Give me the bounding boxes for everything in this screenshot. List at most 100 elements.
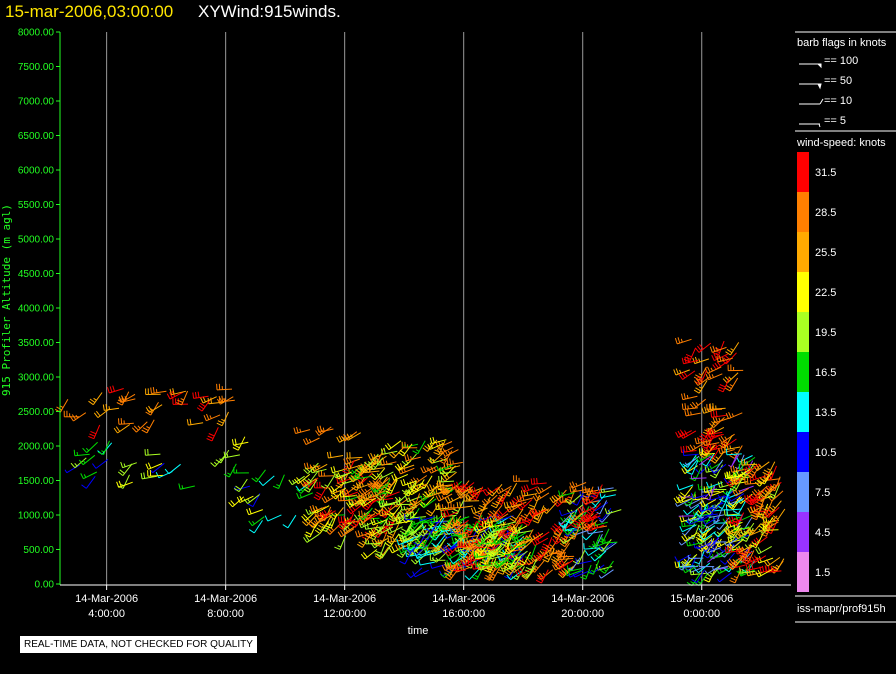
- barb-tick: [231, 439, 234, 446]
- barb-tick: [720, 480, 723, 487]
- barb-tick: [552, 556, 558, 561]
- barb-tick: [306, 462, 309, 469]
- barb-tick: [414, 559, 418, 563]
- barb-tick: [427, 509, 433, 515]
- wind-barb: [741, 458, 758, 466]
- wind-barb: [717, 572, 732, 583]
- barb-tick: [511, 576, 518, 581]
- wind-barb: [456, 489, 474, 499]
- barb-tick: [376, 519, 381, 525]
- barb-tick: [579, 507, 584, 513]
- barb-tick: [712, 430, 715, 437]
- barb-tick: [423, 545, 427, 549]
- barb-tick: [442, 470, 448, 475]
- wind-barb: [347, 464, 364, 475]
- barb-tick: [300, 481, 305, 487]
- barb-tick: [571, 485, 574, 492]
- barb-tick: [412, 571, 416, 578]
- barb-tick: [716, 361, 722, 367]
- wind-barb: [674, 337, 692, 345]
- barb-tick: [454, 527, 459, 533]
- barb-tick: [90, 430, 97, 435]
- barb-tick: [751, 470, 756, 474]
- barb-tick: [401, 532, 408, 537]
- barb-tick: [404, 454, 407, 462]
- barb-staff: [601, 539, 612, 552]
- barb-tick: [573, 520, 580, 524]
- barb-tick: [710, 430, 713, 437]
- barb-tick: [485, 574, 492, 579]
- wind-barb: [107, 385, 124, 394]
- barb-tick: [697, 345, 702, 352]
- barb-tick: [336, 436, 340, 443]
- barb-tick: [385, 519, 388, 526]
- barb-staff: [413, 483, 427, 492]
- barb-tick: [441, 564, 446, 571]
- wind-barb: [429, 436, 447, 444]
- barb-staff: [747, 566, 763, 571]
- speed-legend-label: 31.5: [815, 167, 836, 179]
- barb-tick: [166, 393, 171, 400]
- barb-tick: [674, 561, 677, 568]
- wind-barb: [569, 481, 587, 489]
- barb-tick: [725, 528, 729, 535]
- barb-tick: [719, 568, 722, 573]
- barb-tick: [679, 525, 683, 532]
- wind-barb: [535, 485, 552, 495]
- barb-tick: [210, 397, 212, 404]
- barb-staff: [420, 516, 435, 522]
- barb-tick: [561, 560, 566, 566]
- wind-barb: [516, 495, 534, 503]
- barb-staff: [685, 412, 701, 417]
- barb-staff: [122, 463, 133, 476]
- barb-tick: [466, 555, 470, 562]
- barb-tick: [533, 478, 535, 485]
- barb-tick: [360, 531, 363, 536]
- barb-staff: [287, 514, 297, 529]
- barb-tick: [679, 429, 684, 436]
- barb-tick: [678, 541, 682, 546]
- barb-tick: [432, 532, 436, 536]
- barb-tick: [524, 513, 528, 517]
- wind-barb: [418, 516, 435, 522]
- barb-tick: [710, 468, 715, 474]
- barb-tick: [750, 516, 757, 521]
- barb-tick: [462, 536, 466, 543]
- barb-tick: [442, 487, 447, 494]
- barb-tick: [399, 449, 406, 455]
- barb-tick: [441, 467, 444, 474]
- barb-tick: [735, 546, 740, 553]
- barb-tick: [549, 544, 554, 548]
- wind-barb: [712, 416, 730, 424]
- wind-barb: [308, 516, 324, 528]
- barb-tick: [438, 460, 445, 465]
- barb-staff: [698, 562, 711, 574]
- barb-tick: [386, 488, 393, 492]
- barb-tick: [264, 515, 269, 522]
- barb-tick: [727, 495, 732, 502]
- barb-tick: [371, 473, 378, 479]
- barb-tick: [496, 539, 499, 544]
- wind-barb: [116, 480, 133, 488]
- barb-staff: [510, 570, 523, 581]
- speed-legend-label: 28.5: [815, 207, 836, 219]
- barb-tick: [702, 449, 708, 455]
- barb-tick: [369, 531, 374, 534]
- barb-legend-label: == 5: [824, 115, 846, 127]
- barb-staff: [735, 487, 749, 497]
- barb-tick: [359, 517, 364, 523]
- barb-tick: [410, 455, 412, 460]
- barb-tick: [342, 488, 347, 495]
- barb-tick: [608, 509, 611, 514]
- barb-staff: [370, 524, 379, 539]
- wind-barb: [435, 493, 453, 502]
- barb-tick: [243, 498, 249, 504]
- barb-tick: [724, 472, 727, 479]
- barb-staff: [683, 359, 699, 365]
- barb-tick: [442, 448, 446, 452]
- barb-staff: [584, 547, 600, 550]
- barb-tick: [446, 509, 450, 516]
- barb-staff: [692, 497, 708, 501]
- wind-barb: [363, 453, 379, 467]
- barb-tick: [92, 463, 97, 469]
